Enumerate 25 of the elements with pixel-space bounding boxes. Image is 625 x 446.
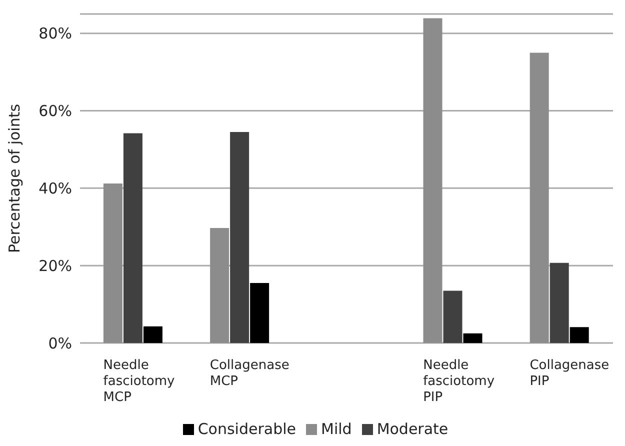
x-tick-label: Collagenase MCP [210, 358, 290, 389]
bar [210, 228, 230, 343]
bar [443, 290, 462, 343]
legend-label: Considerable [198, 420, 296, 438]
x-tick-label: Collagenase PIP [530, 358, 610, 389]
bar [570, 327, 589, 343]
bar [230, 132, 250, 343]
legend-label: Mild [321, 420, 352, 438]
y-tick-label: 60% [38, 102, 72, 120]
y-axis-title: Percentage of joints [5, 104, 24, 254]
bar [103, 184, 122, 343]
bar [123, 133, 142, 343]
bar [250, 283, 270, 343]
bar [423, 18, 442, 343]
y-tick-label: 0% [48, 334, 72, 352]
bar [463, 333, 482, 343]
bar [550, 262, 569, 343]
y-tick-label: 20% [38, 256, 72, 275]
y-tick-label: 80% [38, 24, 72, 43]
x-tick-label: Needle fasciotomy MCP [103, 358, 176, 405]
bar [530, 52, 549, 343]
x-tick-label: Needle fasciotomy PIP [423, 358, 495, 405]
y-tick-label: 40% [38, 180, 72, 198]
bar [143, 326, 162, 343]
legend-label: Moderate [376, 420, 448, 438]
